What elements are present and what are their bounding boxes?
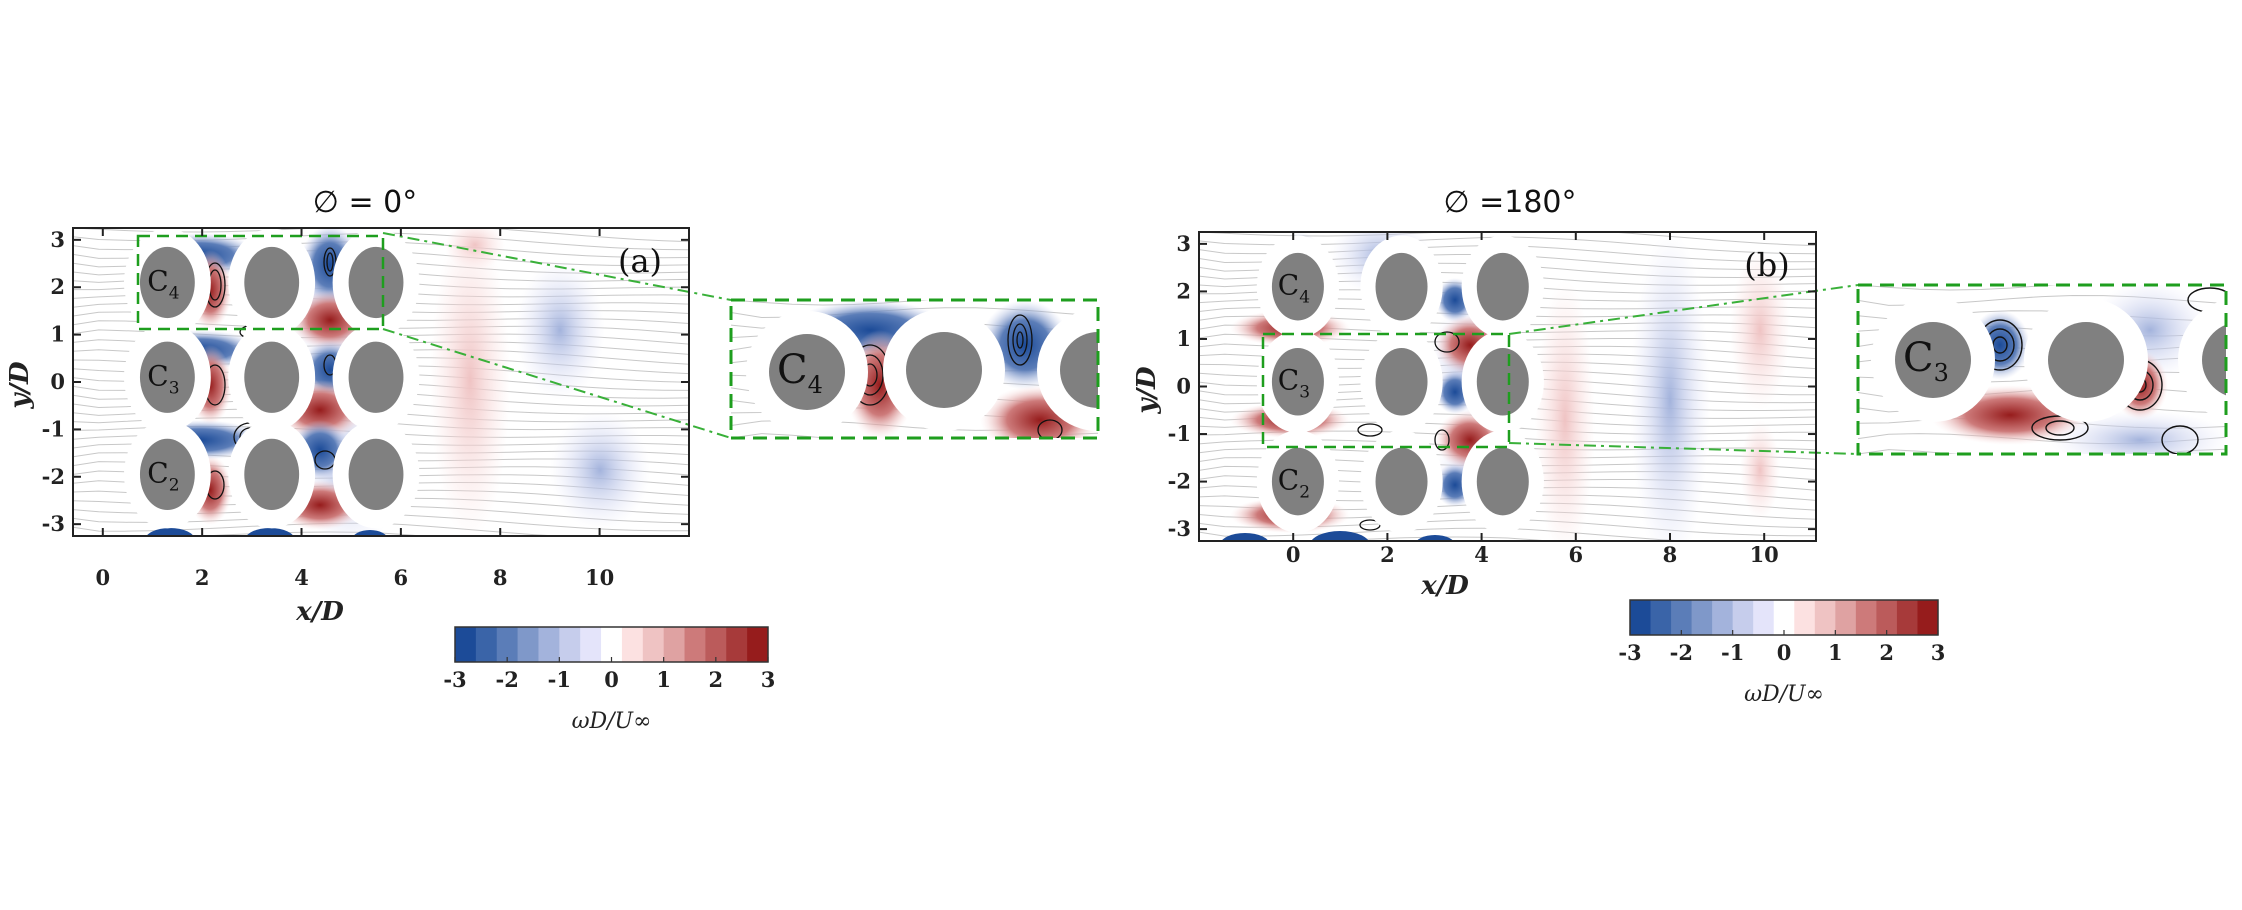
colorbar-tick-label: 3 xyxy=(1931,640,1946,665)
colorbar-tick-label: 2 xyxy=(709,667,724,692)
cylinder-label: C3 xyxy=(1278,364,1310,403)
colorbar-a: -3 -2 -1 0 1 2 3 ωD/U∞ xyxy=(443,626,776,734)
colorbar-tick-label: -1 xyxy=(1721,640,1744,665)
x-tick-label: 0 xyxy=(1286,542,1301,567)
x-tick-label: 6 xyxy=(1568,542,1583,567)
y-tick-label: -2 xyxy=(1168,469,1191,494)
zoom-connector xyxy=(1508,284,1859,335)
cylinder-label: C2 xyxy=(1278,464,1310,503)
x-tick-label: 10 xyxy=(585,565,614,590)
panel-a-field: C4 C3 C2 xyxy=(73,228,689,536)
x-tick-label: 2 xyxy=(195,565,210,590)
cylinder-label: C4 xyxy=(1278,269,1310,308)
panel-b-field: C4 C3 C2 xyxy=(1199,232,1816,541)
cylinders: C4 C3 C2 xyxy=(1256,235,1544,533)
y-tick-label: 2 xyxy=(1176,278,1191,303)
colorbar-label: ωD/U∞ xyxy=(1744,682,1824,707)
x-tick-label: 4 xyxy=(294,565,309,590)
colorbar-tick-label: 1 xyxy=(1828,640,1843,665)
zoom-box xyxy=(136,234,385,331)
y-tick-label: 3 xyxy=(50,227,65,252)
inset-cylinders xyxy=(746,309,1098,433)
colorbar-label: ωD/U∞ xyxy=(572,709,652,734)
y-tick-label: 1 xyxy=(1176,326,1191,351)
panel-b-title: ∅ =180° xyxy=(1443,185,1576,220)
panel-b: ∅ =180° xyxy=(1132,185,1859,601)
x-tick-label: 6 xyxy=(394,565,409,590)
y-tick-label: 0 xyxy=(1176,374,1191,399)
colorbar-tick-label: -3 xyxy=(443,667,466,692)
panel-b-inset: C3 xyxy=(1856,283,2228,456)
x-tick-label: 8 xyxy=(1663,542,1678,567)
panel-a-label: (a) xyxy=(618,242,662,280)
x-axis-label: x/D xyxy=(295,597,344,627)
colorbar-tick-label: -3 xyxy=(1618,640,1641,665)
cylinder-label: C3 xyxy=(147,359,179,398)
y-tick-label: -3 xyxy=(1168,516,1191,541)
cylinder-label: C2 xyxy=(147,456,179,495)
x-tick-label: 10 xyxy=(1750,542,1779,567)
colorbar-tick-label: 3 xyxy=(761,667,776,692)
inset-frame xyxy=(729,298,1100,440)
panel-a-title: ∅ = 0° xyxy=(313,185,417,220)
zoom-connector xyxy=(382,328,732,439)
y-tick-label: 1 xyxy=(50,322,65,347)
panel-b-label: (b) xyxy=(1744,246,1789,284)
x-axis-label: x/D xyxy=(1420,571,1469,601)
panel-a-inset: C4 xyxy=(729,298,1100,440)
colorbar-tick-label: -2 xyxy=(496,667,519,692)
colorbar-tick-label: 0 xyxy=(604,667,619,692)
cylinders: C4 C3 C2 xyxy=(123,228,420,529)
colorbar-tick-label: 2 xyxy=(1879,640,1894,665)
colorbar-tick-label: 1 xyxy=(656,667,671,692)
y-tick-label: -1 xyxy=(42,416,65,441)
inset-cylinder-label: C4 xyxy=(777,347,823,399)
zoom-connector xyxy=(1508,442,1859,455)
y-axis-label: y/D xyxy=(1132,366,1162,415)
y-tick-label: 2 xyxy=(50,274,65,299)
inset-cylinder-label: C3 xyxy=(1903,335,1949,387)
inset-frame xyxy=(1856,283,2228,456)
zoom-box xyxy=(1261,332,1511,449)
y-tick-label: 0 xyxy=(50,369,65,394)
y-axis-label: y/D xyxy=(5,361,35,410)
y-tick-label: -2 xyxy=(42,464,65,489)
y-tick-label: 3 xyxy=(1176,231,1191,256)
cylinder-label: C4 xyxy=(147,264,179,303)
x-tick-label: 2 xyxy=(1380,542,1395,567)
colorbar-tick-label: -2 xyxy=(1670,640,1693,665)
colorbar-tick-label: -1 xyxy=(548,667,571,692)
y-tick-label: -1 xyxy=(1168,421,1191,446)
x-tick-label: 4 xyxy=(1474,542,1489,567)
y-tick-label: -3 xyxy=(42,511,65,536)
colorbar-b: -3 -2 -1 0 1 2 3 ωD/U∞ xyxy=(1618,599,1946,707)
zoom-connector xyxy=(382,232,732,301)
x-tick-label: 8 xyxy=(493,565,508,590)
x-tick-label: 0 xyxy=(95,565,110,590)
colorbar-tick-label: 0 xyxy=(1777,640,1792,665)
panel-a: ∅ = 0° xyxy=(5,185,732,627)
